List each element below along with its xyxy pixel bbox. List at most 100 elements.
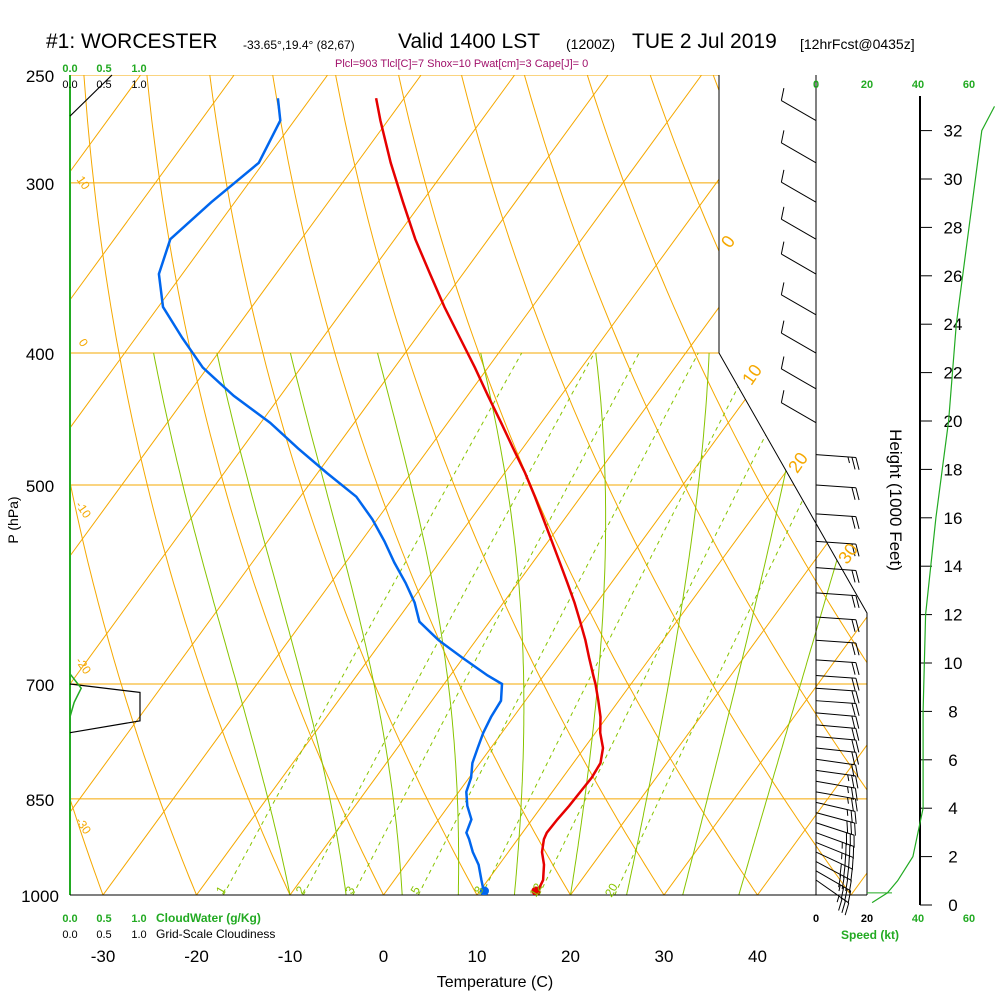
wind-barb-feather	[855, 703, 860, 716]
wind-barb-staff	[815, 659, 856, 664]
wind-barb-feather	[855, 619, 860, 633]
speed-scale-top: 40	[912, 79, 924, 91]
wind-barb	[815, 841, 854, 871]
wind-barb	[815, 736, 860, 753]
height-tick-label: 2	[948, 848, 957, 867]
surface-temperature-dot	[531, 886, 541, 895]
wind-barb	[815, 861, 852, 893]
temperature-tick-label: -20	[184, 947, 209, 966]
isotherm-label: -10	[76, 349, 78, 351]
valid-time: Valid 1400 LST	[398, 30, 541, 53]
wind-barb	[815, 567, 860, 583]
wind-barb-staff	[815, 736, 856, 741]
mixing-ratio-label: 1	[213, 883, 229, 896]
wind-barb-feather	[855, 487, 860, 501]
height-tick-label: 14	[944, 557, 963, 576]
wind-barb-feather	[844, 902, 850, 916]
pressure-tick-label: 400	[26, 345, 54, 364]
cloudiness-scale-bottom: 0.0	[62, 929, 77, 941]
wind-barb	[815, 700, 860, 716]
station-coords: -33.65°,19.4° (82,67)	[243, 38, 355, 52]
speed-scale-bottom: 60	[963, 913, 975, 925]
wind-barb-feather	[855, 678, 860, 691]
cloudiness-scale-top: 1.0	[131, 79, 146, 91]
valid-zulu: (1200Z)	[566, 36, 616, 52]
wind-barb	[780, 282, 817, 316]
height-tick-label: 10	[944, 654, 963, 673]
wind-barb	[815, 724, 860, 741]
wind-barb-staff	[815, 675, 856, 679]
wind-barb-feather	[851, 775, 855, 788]
wind-barb-staff	[815, 712, 856, 717]
dry-adiabat-label: 0	[76, 336, 91, 350]
wind-barb-feather	[780, 390, 785, 403]
height-tick-label: 0	[948, 896, 957, 915]
temperature-axis-label: Temperature (C)	[437, 974, 553, 991]
wind-barb-feather	[850, 810, 853, 824]
cloudiness-scale-bottom: 1.0	[131, 929, 146, 941]
wind-barb-feather	[845, 878, 849, 891]
cloudiness-scale-label: Grid-Scale Cloudiness	[156, 927, 275, 941]
wind-barb-feather	[851, 715, 856, 729]
wind-barb	[780, 241, 817, 275]
wind-barb-feather	[846, 867, 850, 880]
wind-barb-staff	[815, 567, 856, 571]
wind-barb-staff	[781, 402, 817, 424]
wind-barb	[815, 791, 858, 812]
wind-barb-feather	[851, 619, 856, 632]
dry-adiabat-line	[70, 75, 197, 895]
wind-barb-staff	[815, 841, 854, 858]
isotherm-label: 10	[738, 361, 766, 389]
dry-adiabat-label: -10	[73, 499, 95, 522]
wind-barb-staff	[815, 454, 856, 458]
moist-adiabat-line	[377, 352, 460, 895]
wind-barb-feather	[851, 739, 856, 753]
wind-barb-staff	[781, 253, 817, 275]
wind-barb-staff	[781, 218, 817, 240]
pressure-tick-label: 700	[26, 676, 54, 695]
wind-barb-feather	[855, 642, 860, 656]
wind-barb-feather	[851, 642, 856, 656]
wind-barb-feather	[855, 716, 860, 729]
dry-adiabat-line	[902, 75, 1000, 895]
wind-barb-feather	[841, 876, 845, 890]
wind-barb	[815, 879, 850, 916]
pressure-tick-label: 300	[26, 175, 54, 194]
wind-barb-staff	[815, 832, 854, 847]
wind-barb-feather	[855, 457, 860, 470]
mixing-ratio-line	[302, 352, 595, 895]
dry-adiabat-line	[0, 75, 10, 895]
height-tick-label: 20	[944, 412, 963, 431]
wind-barb-feather	[851, 727, 856, 741]
wind-barb-feather	[850, 798, 854, 811]
speed-scale-top: 20	[861, 79, 873, 91]
wind-barb-feather	[780, 320, 785, 334]
isotherm-line	[663, 75, 867, 895]
mixing-ratio-label: 5	[408, 883, 424, 896]
wind-barb-half-feather	[836, 895, 840, 903]
wind-barb-feather	[854, 822, 856, 836]
dry-adiabat-line	[586, 75, 867, 895]
moist-adiabat-line	[570, 352, 607, 895]
isotherm-line	[383, 75, 867, 895]
mixing-ratio-label: 3	[342, 883, 358, 896]
cloudwater-scale-bottom: 1.0	[131, 913, 146, 925]
wind-barb-feather	[854, 811, 857, 824]
cloudwater-scale-bottom: 0.5	[96, 913, 111, 925]
wind-barb-feather	[847, 890, 852, 904]
wind-barb-staff	[781, 294, 817, 316]
isotherm-line	[850, 75, 867, 895]
wind-barb-staff	[815, 812, 855, 824]
moist-adiabat-line	[153, 352, 291, 895]
isotherm-label: 0	[717, 232, 739, 252]
cloud-water-profile	[69, 673, 83, 718]
wind-barb-feather	[780, 241, 785, 255]
wind-barb-feather	[855, 595, 860, 609]
height-tick-label: 18	[944, 460, 963, 479]
moist-adiabat-line	[682, 352, 811, 895]
wind-barb-feather	[851, 751, 856, 765]
height-tick-label: 28	[944, 218, 963, 237]
mixing-ratio-line	[417, 352, 699, 895]
wind-barb-half-feather	[846, 809, 849, 816]
